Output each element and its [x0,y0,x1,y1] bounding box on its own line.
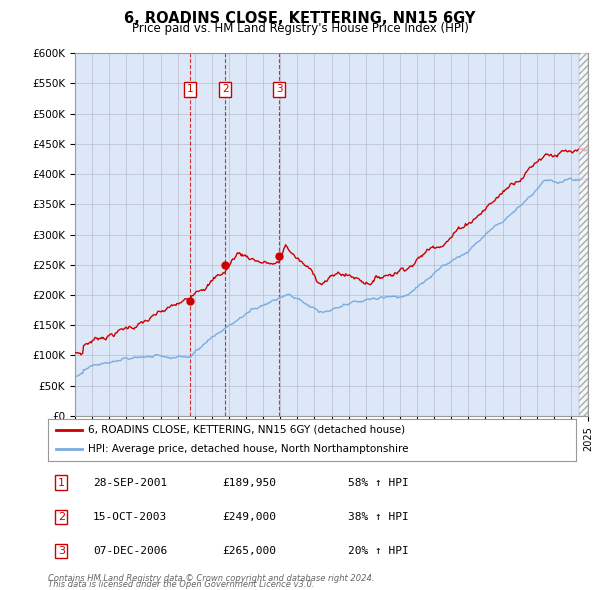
Text: 38% ↑ HPI: 38% ↑ HPI [348,512,409,522]
Text: Contains HM Land Registry data © Crown copyright and database right 2024.: Contains HM Land Registry data © Crown c… [48,574,374,583]
Text: 2: 2 [58,512,65,522]
Text: 3: 3 [58,546,65,556]
Text: 07-DEC-2006: 07-DEC-2006 [93,546,167,556]
Text: 20% ↑ HPI: 20% ↑ HPI [348,546,409,556]
Text: This data is licensed under the Open Government Licence v3.0.: This data is licensed under the Open Gov… [48,581,314,589]
Text: 1: 1 [187,84,194,94]
Text: £189,950: £189,950 [222,478,276,487]
Text: 15-OCT-2003: 15-OCT-2003 [93,512,167,522]
Text: 58% ↑ HPI: 58% ↑ HPI [348,478,409,487]
Text: £265,000: £265,000 [222,546,276,556]
Text: 28-SEP-2001: 28-SEP-2001 [93,478,167,487]
Polygon shape [580,53,588,416]
Text: 6, ROADINS CLOSE, KETTERING, NN15 6GY: 6, ROADINS CLOSE, KETTERING, NN15 6GY [124,11,476,25]
Text: 1: 1 [58,478,65,487]
Text: 6, ROADINS CLOSE, KETTERING, NN15 6GY (detached house): 6, ROADINS CLOSE, KETTERING, NN15 6GY (d… [88,425,405,434]
Text: HPI: Average price, detached house, North Northamptonshire: HPI: Average price, detached house, Nort… [88,444,408,454]
Text: £249,000: £249,000 [222,512,276,522]
Text: 2: 2 [222,84,229,94]
Text: 3: 3 [275,84,283,94]
Text: Price paid vs. HM Land Registry's House Price Index (HPI): Price paid vs. HM Land Registry's House … [131,22,469,35]
